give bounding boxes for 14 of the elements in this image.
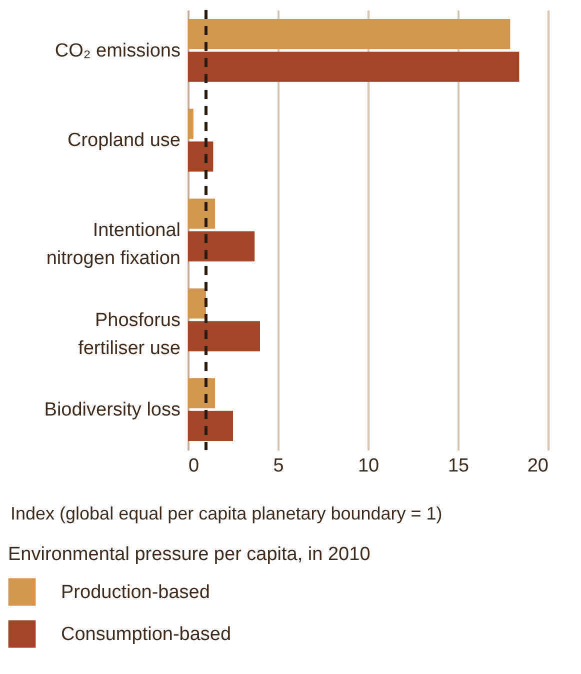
x-tick-label: 0 — [188, 456, 200, 476]
legend-label: Production-based — [61, 582, 210, 603]
y-tick-label: Phosforus fertiliser use — [78, 310, 180, 359]
x-axis-title: Index (global equal per capita planetary boundary = 1) — [10, 504, 442, 524]
y-tick-label: Cropland use — [67, 130, 180, 152]
x-tick-label: 5 — [273, 456, 284, 476]
x-tick-label: 20 — [527, 456, 548, 476]
x-tick-label: 10 — [358, 456, 380, 476]
legend-title: Environmental pressure per capita, in 2010 — [8, 544, 370, 565]
legend-label: Consumption-based — [61, 624, 232, 645]
y-tick-label: CO₂ emissions — [54, 40, 180, 62]
y-tick-label: Biodiversity loss — [44, 400, 180, 421]
x-tick-label: 15 — [448, 456, 470, 476]
y-tick-label: Intentional nitrogen fixation — [46, 220, 180, 269]
